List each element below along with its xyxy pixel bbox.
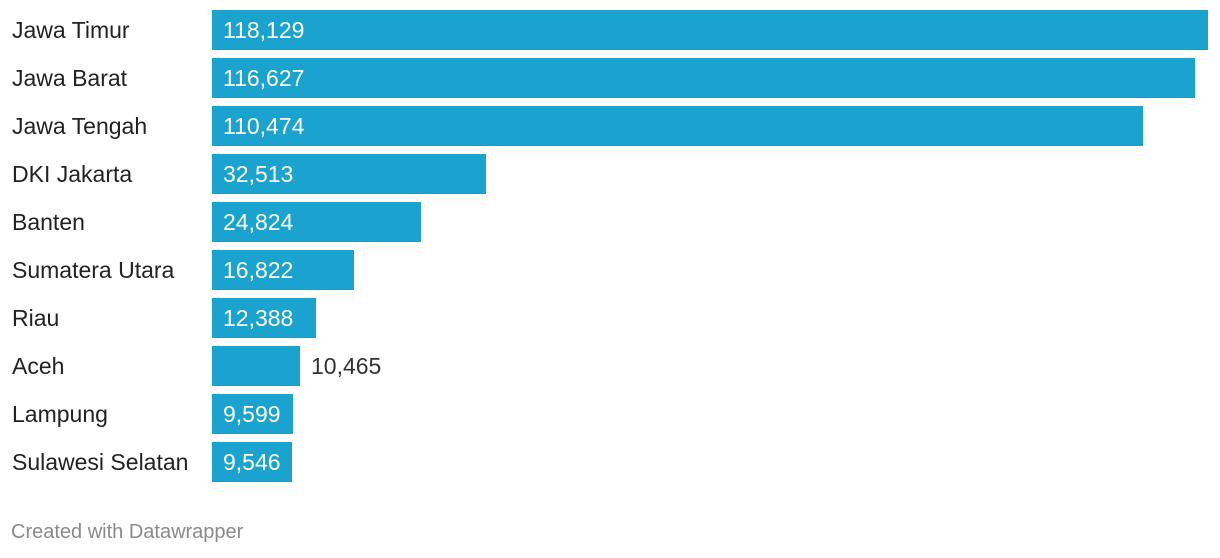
category-label: Sumatera Utara	[12, 257, 175, 283]
bar	[212, 394, 293, 434]
bar	[212, 202, 421, 242]
footer-credit: Created with Datawrapper	[11, 521, 244, 543]
category-label: Lampung	[12, 401, 108, 427]
category-label: Jawa Timur	[12, 17, 130, 43]
value-label: 12,388	[223, 305, 294, 331]
bar	[212, 106, 1143, 146]
bar-chart: Jawa Timur 118,129 Jawa Barat 116,627 Jawa T…	[12, 10, 1208, 482]
bar	[212, 154, 486, 194]
category-label: Banten	[12, 209, 85, 235]
value-label: 10,465	[311, 353, 382, 379]
value-label: 9,546	[223, 449, 281, 475]
category-label: DKI Jakarta	[12, 161, 133, 187]
value-label: 24,824	[223, 209, 294, 235]
bar	[212, 346, 300, 386]
value-label: 118,129	[223, 17, 305, 43]
bar	[212, 442, 292, 482]
bar	[212, 58, 1195, 98]
category-label: Riau	[12, 305, 60, 331]
category-label: Jawa Barat	[12, 65, 128, 91]
bar	[212, 10, 1208, 50]
value-label: 9,599	[223, 401, 281, 427]
bar	[212, 250, 354, 290]
category-label: Sulawesi Selatan	[12, 449, 189, 475]
value-label: 32,513	[223, 161, 294, 187]
category-label: Aceh	[12, 353, 65, 379]
value-label: 110,474	[223, 113, 305, 139]
bar	[212, 298, 316, 338]
value-label: 116,627	[223, 65, 305, 91]
category-label: Jawa Tengah	[12, 113, 148, 139]
value-label: 16,822	[223, 257, 294, 283]
